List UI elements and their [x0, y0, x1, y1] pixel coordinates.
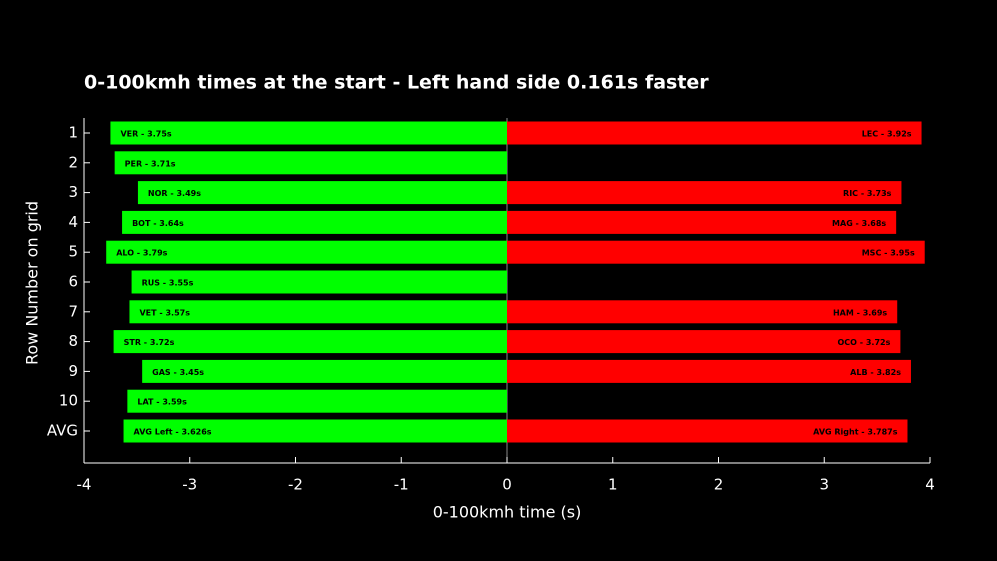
bar: [507, 419, 908, 443]
x-tick-label: -1: [394, 476, 409, 494]
value-label: VER - 3.75s: [120, 130, 171, 139]
value-label: GAS - 3.45s: [152, 368, 204, 377]
y-tick-label: 5: [68, 243, 78, 261]
y-tick-label: 8: [68, 332, 78, 350]
value-label: VET - 3.57s: [139, 308, 190, 317]
x-tick-label: -2: [288, 476, 303, 494]
value-label: NOR - 3.49s: [148, 189, 201, 198]
y-tick-label: 1: [68, 124, 78, 142]
value-label: MSC - 3.95s: [862, 249, 915, 258]
bar: [123, 419, 507, 443]
value-label: BOT - 3.64s: [132, 219, 184, 228]
bar: [507, 330, 901, 354]
x-tick-label: -3: [182, 476, 197, 494]
value-label: STR - 3.72s: [124, 338, 175, 347]
y-tick-label: 6: [68, 273, 78, 291]
value-label: OCO - 3.72s: [838, 338, 891, 347]
bar: [142, 359, 507, 383]
chart-title: 0-100kmh times at the start - Left hand …: [84, 72, 709, 94]
value-label: ALO - 3.79s: [116, 249, 167, 258]
x-tick-label: 3: [819, 476, 829, 494]
y-tick-label: 9: [68, 362, 78, 380]
y-axis-label: Row Number on grid: [23, 201, 42, 365]
bar: [137, 181, 507, 205]
value-label: LAT - 3.59s: [137, 398, 187, 407]
bar: [114, 151, 507, 175]
value-label: HAM - 3.69s: [833, 308, 887, 317]
x-tick-label: 0: [502, 476, 512, 494]
bar: [507, 181, 902, 205]
bar: [507, 121, 922, 145]
value-label: LEC - 3.92s: [862, 130, 912, 139]
bar: [131, 270, 507, 294]
value-label: AVG Right - 3.787s: [813, 428, 898, 437]
x-tick-label: -4: [77, 476, 92, 494]
bar: [507, 240, 925, 264]
value-label: ALB - 3.82s: [850, 368, 901, 377]
value-label: RIC - 3.73s: [843, 189, 892, 198]
y-tick-label: 2: [68, 153, 78, 171]
bar: [122, 210, 507, 234]
bar: [507, 210, 897, 234]
value-label: MAG - 3.68s: [832, 219, 886, 228]
value-label: PER - 3.71s: [125, 159, 176, 168]
bar: [507, 300, 898, 324]
x-tick-label: 1: [608, 476, 618, 494]
bar: [507, 359, 911, 383]
x-tick-label: 2: [714, 476, 724, 494]
x-tick-label: 4: [925, 476, 935, 494]
y-tick-label: 4: [68, 213, 78, 231]
y-tick-label: AVG: [47, 422, 78, 440]
y-tick-label: 7: [68, 302, 78, 320]
bar: [129, 300, 507, 324]
value-label: RUS - 3.55s: [142, 279, 194, 288]
bar: [127, 389, 508, 413]
bar: [113, 330, 508, 354]
bar: [110, 121, 507, 145]
value-label: AVG Left - 3.626s: [134, 428, 212, 437]
x-axis-label: 0-100kmh time (s): [433, 503, 582, 522]
y-tick-label: 10: [59, 392, 78, 410]
bar: [106, 240, 508, 264]
y-tick-label: 3: [68, 183, 78, 201]
